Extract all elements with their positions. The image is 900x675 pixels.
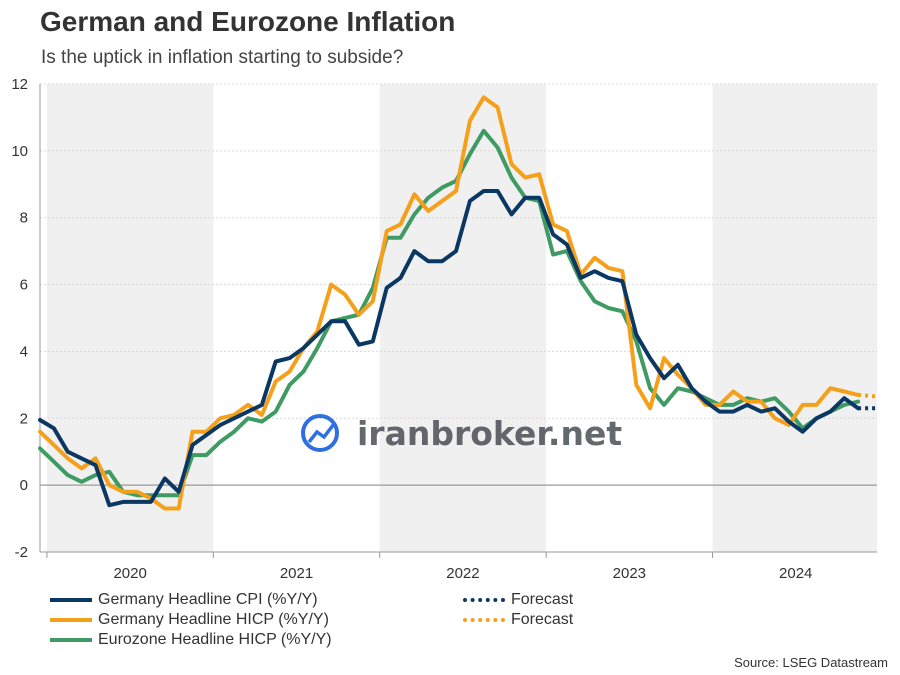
watermark-circle [301, 414, 339, 452]
legend-label-hicp-forecast: Forecast [511, 611, 574, 628]
series-line-cpi [38, 189, 861, 508]
x-tick-label-2020: 2020 [113, 565, 146, 582]
y-tick-label: 2 [20, 410, 28, 427]
legend-swatch-cpi [50, 598, 92, 602]
series-line-hicp [38, 95, 861, 511]
legend-swatch-cpi-forecast [463, 598, 505, 602]
x-tick-label-2021: 2021 [280, 565, 313, 582]
forecast-line-hicp [857, 392, 878, 399]
legend-label-cpi: Germany Headline CPI (%Y/Y) [98, 591, 318, 608]
x-tick-label-2022: 2022 [446, 565, 479, 582]
source-note: Source: LSEG Datastream [734, 655, 888, 670]
legend-label-hicp: Germany Headline HICP (%Y/Y) [98, 611, 329, 628]
y-tick-label: 4 [20, 343, 28, 360]
y-tick-label: 10 [11, 143, 28, 160]
chart-subtitle: Is the uptick in inflation starting to s… [41, 47, 404, 68]
legend-item-cpi: Germany Headline CPI (%Y/Y) [50, 591, 318, 609]
y-tick-label: -2 [15, 544, 28, 561]
legend-swatch-hicp [50, 618, 92, 622]
y-tick-label: 0 [20, 477, 28, 494]
shaded-year-2020 [46, 84, 214, 552]
legend-label-ez: Eurozone Headline HICP (%Y/Y) [98, 631, 332, 648]
watermark-logo-icon [301, 414, 339, 452]
chart-title: German and Eurozone Inflation [40, 6, 456, 37]
watermark-text: iranbroker.net [357, 414, 622, 453]
legend-swatch-ez [50, 638, 92, 642]
legend-item-ez: Eurozone Headline HICP (%Y/Y) [50, 631, 332, 649]
y-tick-label: 6 [20, 277, 28, 294]
x-tick-label-2024: 2024 [779, 565, 812, 582]
legend-item-cpi-forecast: Forecast [463, 591, 573, 609]
y-tick-label: 12 [11, 76, 28, 93]
shaded-year-2024 [712, 84, 877, 552]
y-tick-label: 8 [20, 210, 28, 227]
legend-item-hicp: Germany Headline HICP (%Y/Y) [50, 611, 329, 629]
legend-item-hicp-forecast: Forecast [463, 611, 573, 629]
x-tick-label-2023: 2023 [613, 565, 646, 582]
watermark-arrow [307, 422, 336, 444]
legend-label-cpi-forecast: Forecast [511, 591, 574, 608]
legend-swatch-hicp-forecast [463, 618, 505, 622]
